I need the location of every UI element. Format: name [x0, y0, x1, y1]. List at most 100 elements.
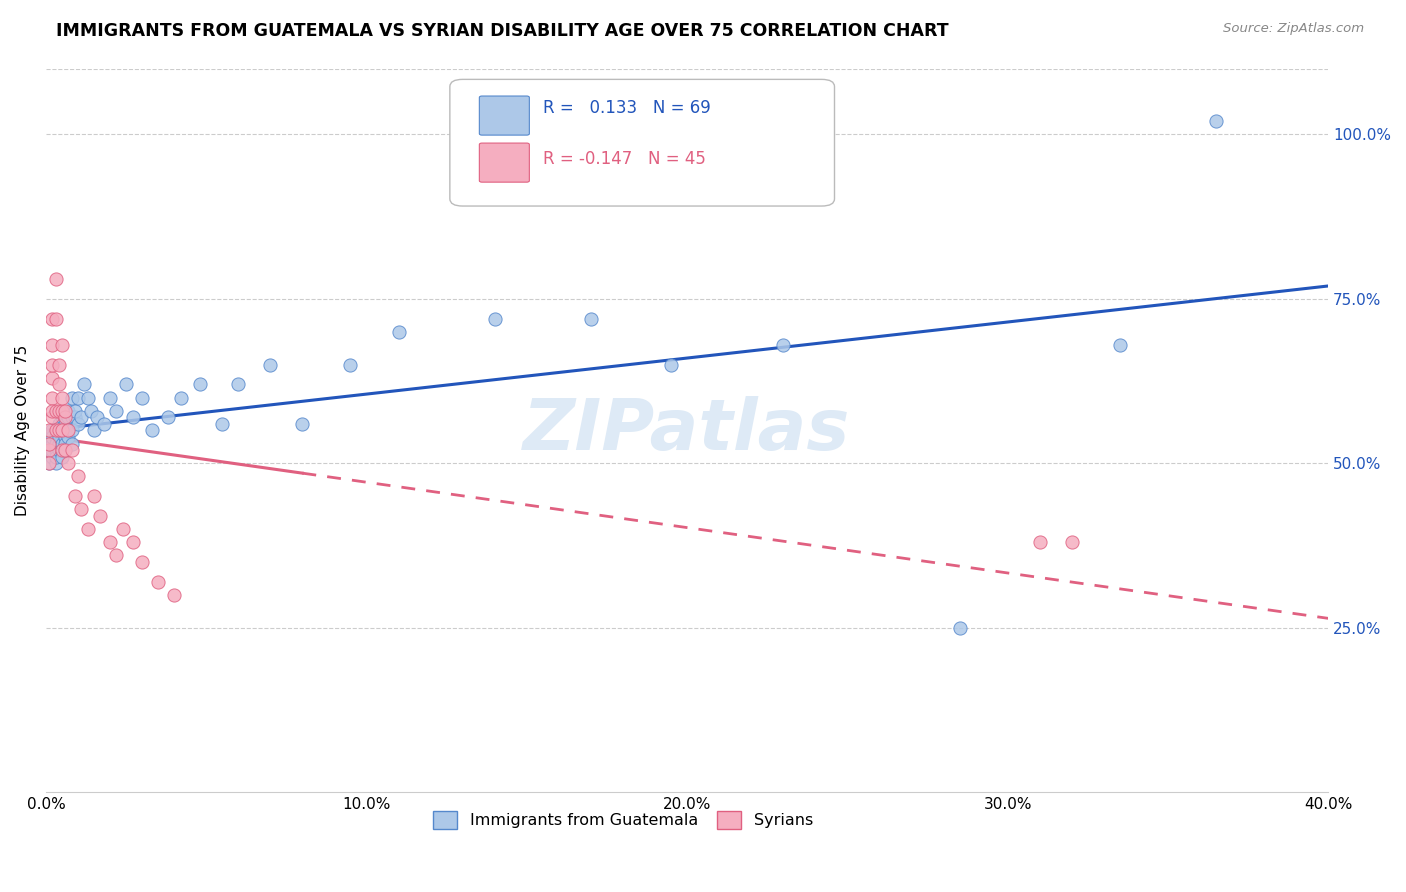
Point: [48, 417, 70, 431]
Point: [83, 424, 105, 438]
Point: [66, 469, 89, 483]
Point: [41, 443, 63, 458]
Point: [51, 338, 73, 352]
Point: [60, 424, 83, 438]
Point: [105, 549, 128, 563]
Point: [41, 450, 63, 464]
Point: [58, 403, 80, 417]
Point: [60, 443, 83, 458]
Point: [66, 417, 89, 431]
Point: [51, 436, 73, 450]
Point: [41, 410, 63, 425]
Point: [772, 338, 794, 352]
Point: [226, 377, 249, 392]
Point: [83, 489, 105, 503]
Point: [58, 424, 80, 438]
Text: R = -0.147   N = 45: R = -0.147 N = 45: [544, 150, 706, 168]
Point: [70, 502, 93, 516]
Point: [51, 424, 73, 438]
Point: [51, 443, 73, 458]
Point: [58, 456, 80, 470]
Y-axis label: Disability Age Over 75: Disability Age Over 75: [15, 345, 30, 516]
Point: [48, 358, 70, 372]
Point: [48, 377, 70, 392]
Point: [1108, 338, 1130, 352]
FancyBboxPatch shape: [479, 143, 529, 182]
Point: [41, 338, 63, 352]
Point: [76, 522, 98, 536]
Point: [1060, 535, 1083, 549]
Point: [51, 424, 73, 438]
Point: [60, 410, 83, 425]
Point: [51, 450, 73, 464]
Point: [86, 410, 108, 425]
Point: [45, 450, 67, 464]
Point: [48, 436, 70, 450]
Point: [58, 424, 80, 438]
Point: [387, 325, 409, 339]
Text: IMMIGRANTS FROM GUATEMALA VS SYRIAN DISABILITY AGE OVER 75 CORRELATION CHART: IMMIGRANTS FROM GUATEMALA VS SYRIAN DISA…: [56, 22, 949, 40]
Point: [38, 436, 60, 450]
Point: [53, 443, 76, 458]
Point: [188, 377, 211, 392]
Point: [211, 417, 233, 431]
Point: [76, 391, 98, 405]
Point: [45, 311, 67, 326]
Point: [146, 574, 169, 589]
Point: [38, 436, 60, 450]
Point: [51, 391, 73, 405]
Point: [60, 436, 83, 450]
Point: [63, 403, 86, 417]
Point: [41, 311, 63, 326]
Point: [291, 417, 314, 431]
Point: [579, 311, 602, 326]
Point: [121, 535, 143, 549]
Point: [121, 410, 143, 425]
Point: [1205, 114, 1227, 128]
Point: [51, 424, 73, 438]
Point: [53, 424, 76, 438]
Point: [58, 410, 80, 425]
Point: [948, 621, 970, 635]
Point: [41, 424, 63, 438]
Point: [70, 410, 93, 425]
Point: [163, 588, 186, 602]
Text: ZIPatlas: ZIPatlas: [523, 396, 851, 465]
Point: [131, 391, 153, 405]
Point: [51, 443, 73, 458]
Point: [38, 443, 60, 458]
Point: [63, 410, 86, 425]
Text: R =   0.133   N = 69: R = 0.133 N = 69: [544, 99, 711, 118]
Point: [58, 430, 80, 444]
Point: [48, 403, 70, 417]
Point: [45, 403, 67, 417]
Point: [659, 358, 682, 372]
Point: [339, 358, 361, 372]
Point: [156, 410, 179, 425]
Point: [48, 430, 70, 444]
Point: [38, 456, 60, 470]
Point: [38, 443, 60, 458]
Point: [53, 403, 76, 417]
Point: [45, 272, 67, 286]
Point: [48, 443, 70, 458]
Point: [51, 410, 73, 425]
Point: [45, 436, 67, 450]
Point: [105, 403, 128, 417]
Point: [1028, 535, 1050, 549]
Point: [53, 430, 76, 444]
Point: [51, 403, 73, 417]
Point: [131, 555, 153, 569]
Point: [53, 410, 76, 425]
Point: [41, 358, 63, 372]
Point: [484, 311, 506, 326]
Point: [115, 377, 138, 392]
Point: [60, 391, 83, 405]
Point: [98, 391, 121, 405]
Point: [63, 489, 86, 503]
Point: [80, 403, 103, 417]
Point: [111, 522, 134, 536]
Point: [45, 424, 67, 438]
Point: [98, 535, 121, 549]
Point: [38, 424, 60, 438]
